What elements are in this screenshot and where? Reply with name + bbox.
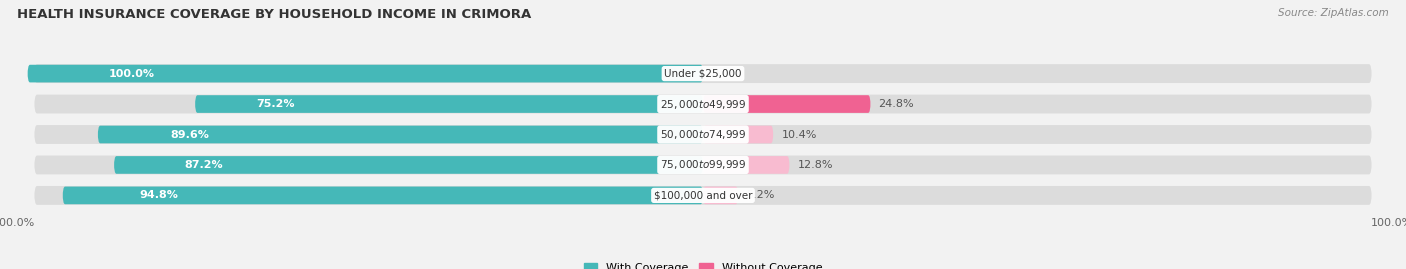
Text: 10.4%: 10.4% (782, 129, 817, 140)
FancyBboxPatch shape (98, 126, 703, 143)
Text: $75,000 to $99,999: $75,000 to $99,999 (659, 158, 747, 171)
FancyBboxPatch shape (703, 126, 773, 143)
FancyBboxPatch shape (34, 64, 1372, 83)
Text: 89.6%: 89.6% (170, 129, 209, 140)
Text: $25,000 to $49,999: $25,000 to $49,999 (659, 98, 747, 111)
FancyBboxPatch shape (703, 187, 738, 204)
FancyBboxPatch shape (114, 156, 703, 174)
Text: Under $25,000: Under $25,000 (664, 69, 742, 79)
FancyBboxPatch shape (63, 187, 703, 204)
FancyBboxPatch shape (195, 95, 703, 113)
Text: 12.8%: 12.8% (797, 160, 834, 170)
FancyBboxPatch shape (34, 186, 1372, 205)
Text: 5.2%: 5.2% (747, 190, 775, 200)
FancyBboxPatch shape (28, 65, 703, 82)
Text: 75.2%: 75.2% (256, 99, 294, 109)
FancyBboxPatch shape (703, 95, 870, 113)
Text: Source: ZipAtlas.com: Source: ZipAtlas.com (1278, 8, 1389, 18)
FancyBboxPatch shape (34, 155, 1372, 174)
FancyBboxPatch shape (34, 95, 1372, 114)
Text: 0.0%: 0.0% (711, 69, 740, 79)
FancyBboxPatch shape (34, 125, 1372, 144)
Text: 94.8%: 94.8% (139, 190, 179, 200)
FancyBboxPatch shape (703, 156, 789, 174)
Legend: With Coverage, Without Coverage: With Coverage, Without Coverage (579, 258, 827, 269)
Text: 87.2%: 87.2% (184, 160, 224, 170)
Text: 100.0%: 100.0% (108, 69, 155, 79)
Text: $100,000 and over: $100,000 and over (654, 190, 752, 200)
Text: HEALTH INSURANCE COVERAGE BY HOUSEHOLD INCOME IN CRIMORA: HEALTH INSURANCE COVERAGE BY HOUSEHOLD I… (17, 8, 531, 21)
Text: 24.8%: 24.8% (879, 99, 914, 109)
Text: $50,000 to $74,999: $50,000 to $74,999 (659, 128, 747, 141)
